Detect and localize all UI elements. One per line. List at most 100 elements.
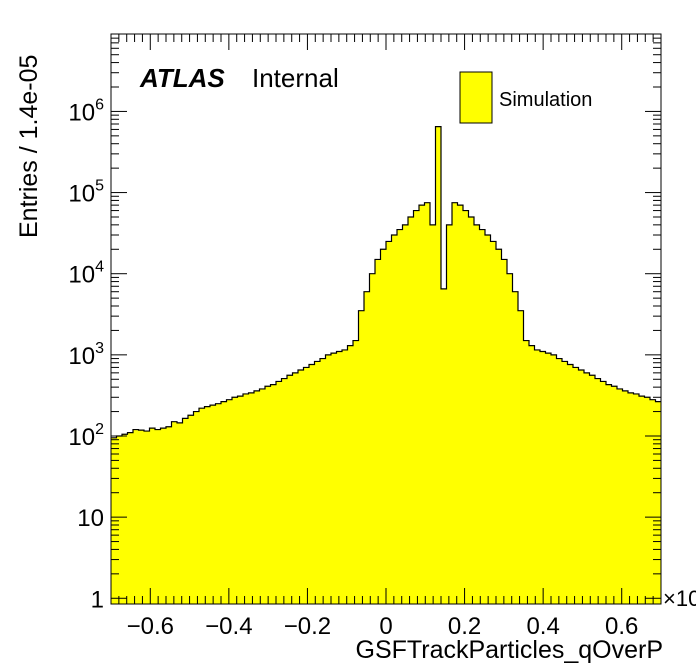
histogram-bin xyxy=(600,381,607,604)
x-tick-label: 0 xyxy=(379,613,392,640)
histogram-bin xyxy=(584,372,590,604)
histogram-bin xyxy=(578,370,585,604)
histogram-bin xyxy=(309,364,315,604)
histogram-bin xyxy=(655,401,662,604)
histogram-bin xyxy=(644,397,651,604)
histogram-bin xyxy=(243,393,249,604)
histogram-bin xyxy=(595,378,601,604)
histogram-bin xyxy=(496,249,502,604)
histogram-bin xyxy=(188,415,194,604)
histogram-bin xyxy=(320,358,326,604)
histogram-bin xyxy=(369,273,376,604)
histogram-bin xyxy=(215,403,222,604)
histogram-bin xyxy=(342,349,348,604)
x-tick-label: −0.2 xyxy=(284,613,331,640)
histogram-bin xyxy=(534,349,541,604)
histogram-bin xyxy=(485,235,491,604)
x-axis-tick-labels: −0.6 −0.4 −0.2 0 0.2 0.4 0.6 xyxy=(127,613,639,640)
histogram-bin xyxy=(622,390,629,604)
histogram-bin xyxy=(160,428,167,604)
histogram-bin xyxy=(551,354,557,604)
histogram-bin xyxy=(589,375,596,604)
histogram-bin xyxy=(617,388,623,604)
histogram-bin xyxy=(127,432,134,604)
histogram-bin xyxy=(424,202,431,604)
histogram-bin xyxy=(523,340,530,604)
histogram-bin xyxy=(336,351,343,604)
y-tick-label: 1 xyxy=(91,586,104,613)
histogram-bin xyxy=(650,399,656,604)
histogram-bin xyxy=(562,361,568,604)
histogram-bin xyxy=(386,241,392,605)
histogram-bin xyxy=(116,435,123,604)
histogram-bin xyxy=(210,405,216,604)
histogram-bin xyxy=(446,224,453,605)
histogram-bin xyxy=(375,259,381,604)
histogram-bin xyxy=(347,345,354,604)
histogram-bin xyxy=(479,229,486,604)
histogram-bin xyxy=(518,310,524,604)
histogram-bin xyxy=(199,408,205,604)
histogram-bin xyxy=(232,397,238,604)
histogram-bin xyxy=(182,418,189,604)
x-tick-label: −0.4 xyxy=(205,613,252,640)
y-tick-label: 104 xyxy=(68,259,104,289)
histogram-bin xyxy=(276,381,282,604)
histogram-bin xyxy=(413,210,420,604)
histogram-bin xyxy=(149,428,156,604)
histogram-bin xyxy=(270,384,277,604)
legend: Simulation xyxy=(459,71,592,124)
histogram-bin xyxy=(402,224,409,605)
histogram-bin xyxy=(639,396,645,604)
y-axis-title: Entries / 1.4e-05 xyxy=(15,55,43,238)
histogram-bin xyxy=(628,392,634,604)
x-tick-label: 0.2 xyxy=(448,613,481,640)
histogram-bin xyxy=(606,384,612,604)
histogram-bin xyxy=(171,421,178,604)
histogram-bin xyxy=(490,241,497,605)
histogram-bin xyxy=(556,358,563,604)
histogram-bin xyxy=(122,434,128,604)
histogram-bin xyxy=(138,430,145,604)
histogram-bin xyxy=(435,126,442,605)
histogram-bin xyxy=(364,291,370,604)
histogram-bin xyxy=(573,367,579,604)
y-tick-label: 10 xyxy=(77,505,104,532)
y-axis-tick-labels: 1 10 102 103 104 105 106 xyxy=(68,96,104,613)
histogram-bin xyxy=(292,372,299,604)
histogram-bin xyxy=(501,259,508,604)
histogram-bin xyxy=(133,429,139,604)
legend-swatch-simulation xyxy=(459,71,493,124)
histogram-bin xyxy=(226,399,233,604)
histogram-bin xyxy=(397,229,403,604)
histogram-bin xyxy=(353,340,359,604)
histogram-bin xyxy=(166,426,172,604)
y-tick-label: 103 xyxy=(68,340,104,370)
x-axis-ticks xyxy=(110,34,662,604)
histogram-bin xyxy=(331,353,337,604)
x-tick-label: 0.4 xyxy=(526,613,559,640)
y-tick-label: 105 xyxy=(68,178,104,208)
y-tick-label: 102 xyxy=(68,421,104,451)
histogram-bin xyxy=(221,401,227,604)
internal-label: Internal xyxy=(252,63,339,93)
histogram-bin xyxy=(474,224,480,605)
histogram-bin xyxy=(237,396,244,604)
atlas-label: ATLAS xyxy=(139,63,225,93)
histogram-bin xyxy=(204,406,211,604)
histogram-bin xyxy=(248,392,255,604)
histogram-bin xyxy=(430,224,436,605)
histogram-bin xyxy=(457,205,464,604)
legend-label-simulation: Simulation xyxy=(499,89,592,111)
y-axis-ticks xyxy=(111,33,661,599)
histogram-bin xyxy=(463,210,469,604)
histogram-bin xyxy=(314,361,321,604)
histogram-bin xyxy=(567,364,574,604)
histogram-bin xyxy=(633,393,640,604)
histogram-bin xyxy=(419,205,425,604)
histogram-bin xyxy=(540,351,546,604)
histogram-bin xyxy=(254,390,260,604)
histogram-bin xyxy=(452,202,458,604)
histogram-bin xyxy=(408,216,414,605)
